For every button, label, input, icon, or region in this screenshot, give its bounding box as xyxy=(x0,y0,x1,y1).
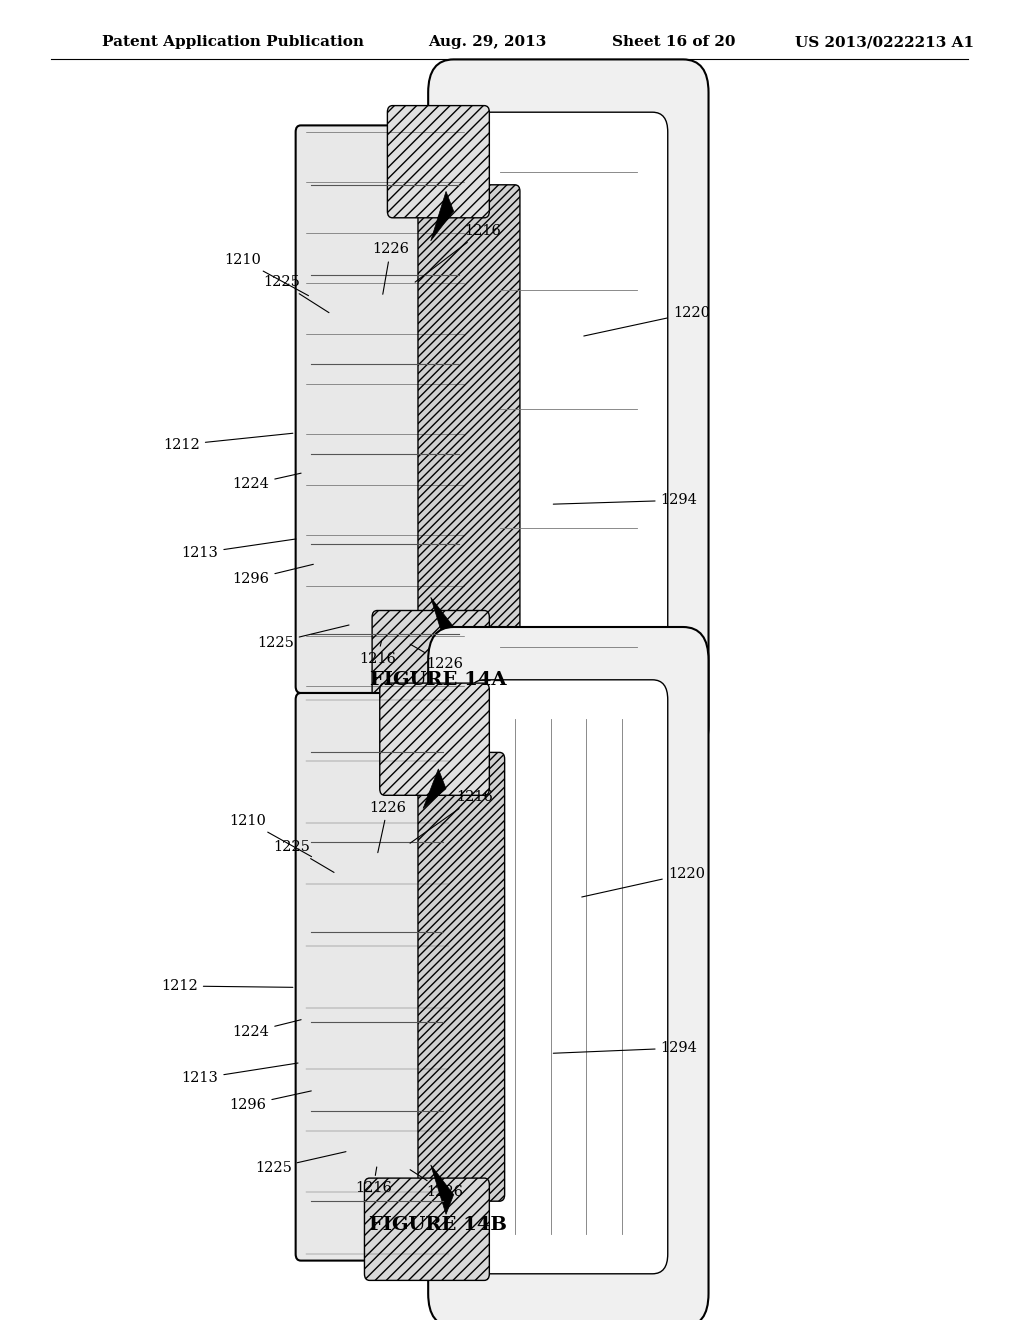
FancyBboxPatch shape xyxy=(296,125,474,693)
FancyBboxPatch shape xyxy=(372,610,489,713)
Text: 1216: 1216 xyxy=(415,224,501,282)
Polygon shape xyxy=(431,191,454,242)
Text: 1213: 1213 xyxy=(181,1063,298,1085)
Text: 1216: 1216 xyxy=(410,791,494,843)
Text: 1220: 1220 xyxy=(584,306,710,337)
Text: US 2013/0222213 A1: US 2013/0222213 A1 xyxy=(796,36,974,49)
Text: 1226: 1226 xyxy=(372,243,410,294)
Text: 1212: 1212 xyxy=(163,433,293,451)
Text: FIGURE 14B: FIGURE 14B xyxy=(370,1216,507,1234)
Text: 1226: 1226 xyxy=(411,644,463,671)
Text: 1213: 1213 xyxy=(181,539,296,560)
FancyBboxPatch shape xyxy=(469,112,668,706)
Text: 1224: 1224 xyxy=(232,473,301,491)
Text: 1226: 1226 xyxy=(411,1170,463,1199)
Text: FIGURE 14A: FIGURE 14A xyxy=(370,671,507,689)
Text: 1294: 1294 xyxy=(553,1041,697,1055)
FancyBboxPatch shape xyxy=(469,680,668,1274)
Text: 1296: 1296 xyxy=(232,564,313,586)
Text: 1226: 1226 xyxy=(369,801,407,853)
FancyBboxPatch shape xyxy=(418,185,520,634)
FancyBboxPatch shape xyxy=(387,106,489,218)
FancyBboxPatch shape xyxy=(380,682,489,795)
Text: 1225: 1225 xyxy=(263,276,329,313)
Polygon shape xyxy=(423,768,446,808)
Polygon shape xyxy=(431,1166,454,1214)
FancyBboxPatch shape xyxy=(428,627,709,1320)
Text: 1225: 1225 xyxy=(273,841,334,873)
Text: 1216: 1216 xyxy=(354,1167,391,1195)
FancyBboxPatch shape xyxy=(365,1177,489,1280)
Text: 1212: 1212 xyxy=(161,979,293,993)
Text: 1210: 1210 xyxy=(224,253,308,296)
Text: 1294: 1294 xyxy=(553,494,697,507)
Text: 1210: 1210 xyxy=(229,814,311,857)
Text: 1224: 1224 xyxy=(232,1020,301,1039)
FancyBboxPatch shape xyxy=(428,59,709,759)
Text: Sheet 16 of 20: Sheet 16 of 20 xyxy=(611,36,735,49)
Text: 1296: 1296 xyxy=(229,1090,311,1111)
Text: 1220: 1220 xyxy=(582,867,705,898)
FancyBboxPatch shape xyxy=(296,693,459,1261)
Polygon shape xyxy=(431,598,454,647)
Text: 1225: 1225 xyxy=(255,1151,346,1175)
FancyBboxPatch shape xyxy=(418,752,505,1201)
Text: 1216: 1216 xyxy=(358,640,395,665)
Text: 1225: 1225 xyxy=(257,624,349,649)
Text: Patent Application Publication: Patent Application Publication xyxy=(102,36,364,49)
Text: Aug. 29, 2013: Aug. 29, 2013 xyxy=(428,36,547,49)
